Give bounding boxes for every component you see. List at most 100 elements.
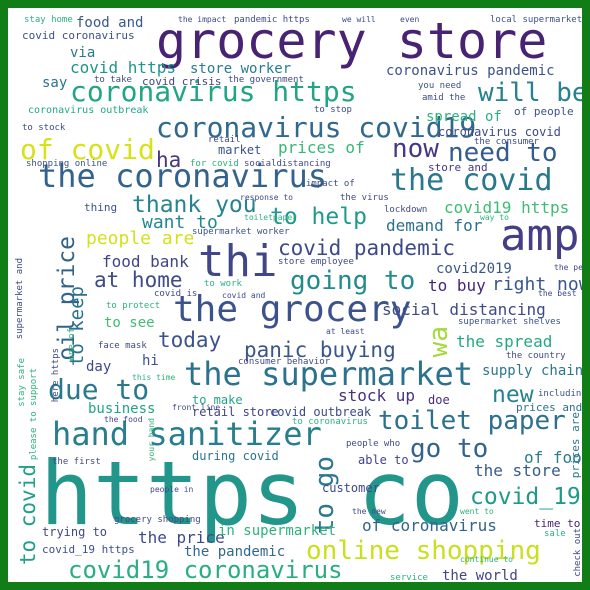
word-check-out: check out [573, 528, 583, 577]
word-market: market [218, 143, 262, 157]
word-coronavirus-outbreak: coronavirus outbreak [28, 105, 149, 116]
word-covid-is: covid is [154, 289, 198, 299]
word-in-supermarket: in supermarket [218, 523, 337, 539]
word-the-food: the food [104, 415, 143, 424]
word-prices-are: prices are [569, 412, 582, 479]
word-to-make: to make [192, 393, 243, 407]
word-to-coronavirus: to coronavirus [292, 417, 368, 427]
word-lockdown: lockdown [384, 205, 428, 215]
word-sale: sale [544, 529, 566, 539]
word-to-stop: to stop [314, 105, 352, 115]
word-hi: hi [142, 353, 159, 369]
word-stay-safe: stay safe [17, 358, 27, 407]
word-hand-sanitizer: hand sanitizer [52, 415, 322, 453]
word-the-people: the people [554, 263, 588, 272]
word-to-protect: to protect [106, 301, 161, 311]
word-covid-19-https: covid_19 https [42, 543, 135, 556]
word-covid-outbreak: covid outbreak [270, 405, 372, 419]
word-will-be: will be [478, 78, 588, 108]
word-say: say [42, 75, 68, 91]
word-https-co: https co [40, 442, 464, 545]
word-grocery-shopping: grocery shopping [114, 515, 201, 525]
word-right-now: right now [492, 274, 590, 295]
word-supermarket-shelves: supermarket shelves [458, 317, 561, 327]
word-due-to: due to [48, 373, 150, 406]
word-thi: thi [198, 236, 278, 287]
word-the-best: the best [538, 289, 577, 298]
word-coronavirus-pandemic: coronavirus pandemic [386, 63, 555, 79]
word-went-to: went to [460, 507, 494, 516]
word-at-home: at home [94, 268, 183, 292]
word-for-covid: for covid [190, 159, 239, 169]
word-people-in: people in [150, 485, 194, 494]
word-covid-crisis: covid crisis [142, 75, 222, 88]
word-the-government: the government [228, 75, 304, 85]
word-to-buy: to buy [428, 276, 486, 295]
word-front-line: front line [172, 403, 221, 412]
word-one-of: one of [67, 328, 77, 361]
word-new: new [492, 382, 534, 408]
word-to-help: to help [270, 204, 367, 230]
word-store-employee: store employee [278, 257, 354, 267]
word-covid-19: covid_19 [470, 484, 581, 510]
word-people-are: people are [86, 228, 195, 249]
word-way-to: way to [480, 213, 509, 222]
word-we-will: we will [342, 15, 376, 24]
word-of-coronavirus: of coronavirus [362, 516, 497, 535]
word-to-take: to take [94, 75, 132, 85]
word-able-to: able to [358, 453, 409, 467]
word-this-time: this time [132, 373, 176, 382]
word-to-see: to see [104, 315, 155, 331]
word-the-grocery: the grocery [173, 289, 412, 330]
word-shopping-online: shopping online [26, 159, 108, 169]
word-coronavirus-covid: coronavirus covid [438, 125, 561, 139]
word-toilet-paper: toilet paper [378, 406, 566, 436]
word-the-spread: the spread [456, 332, 553, 351]
word-covid2019: covid2019 [436, 261, 512, 277]
word-here-https: here https [51, 348, 61, 403]
word-stock-up: stock up [338, 386, 416, 405]
word-the-world: the world [442, 568, 518, 584]
word-the-new: the new [352, 507, 386, 516]
word-of-food: of food [524, 448, 590, 467]
word-time-to: time to [534, 517, 581, 530]
word-to-work: to work [204, 279, 242, 289]
word-covid19-https: covid19 https [444, 198, 570, 217]
word-food-and: food and [76, 15, 144, 31]
word-the-covid: the covid [390, 163, 553, 198]
word-consumer-behavior: consumer behavior [238, 357, 331, 367]
word-covid-https: covid https [70, 58, 176, 77]
word-going-to: going to [290, 266, 416, 296]
word-the-first: the first [52, 457, 101, 467]
word-the-virus: the virus [340, 193, 389, 203]
word-business: business [88, 401, 156, 417]
word-to-covid: to covid [16, 464, 40, 566]
word-including: including [538, 389, 587, 399]
word-need-to: need to [448, 138, 558, 168]
word-face-mask: face mask [98, 341, 147, 351]
word-go-to: go to [410, 434, 489, 464]
word-coronavirus-covid19: coronavirus covid19 [156, 111, 477, 144]
word-stay-home: stay home [24, 15, 73, 25]
word-to-stock: to stock [22, 123, 66, 133]
word-supply-chain: supply chain [482, 363, 584, 379]
word-store-worker: store worker [190, 61, 292, 77]
word-doe: doe [428, 393, 450, 407]
word-trying-to: trying to [42, 525, 108, 539]
word-demand-for: demand for [386, 216, 483, 235]
word-online-shopping: online shopping [306, 536, 541, 566]
word-of-people: of people [514, 105, 574, 118]
word-amid-the: amid the [422, 93, 466, 103]
word-prices-of: prices of [278, 138, 365, 157]
word-supermarket-worker: supermarket worker [192, 227, 290, 237]
word-the-consumer: the consumer [474, 137, 540, 147]
word-thank-you: thank you [132, 192, 257, 218]
word-social-distancing: social distancing [382, 300, 546, 319]
word-panic-buying: panic buying [244, 338, 396, 362]
word-your-hand: your hand [147, 418, 156, 462]
word-food-bank: food bank [102, 252, 189, 271]
word-supermarket-and: supermarket and [15, 258, 25, 340]
word-people-who: people who [346, 439, 401, 449]
word-day: day [86, 359, 112, 375]
word-even: even [400, 15, 420, 24]
